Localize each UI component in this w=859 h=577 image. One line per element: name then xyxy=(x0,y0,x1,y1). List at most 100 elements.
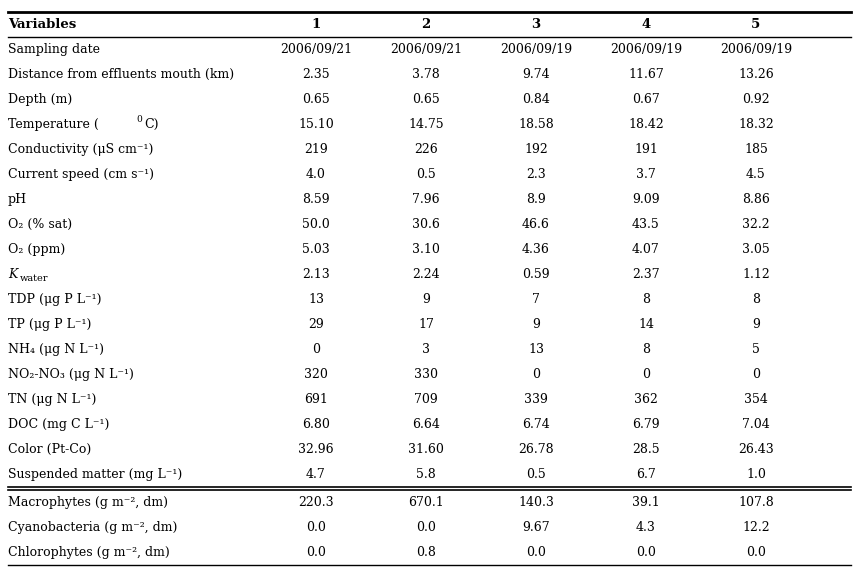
Text: 4.3: 4.3 xyxy=(636,521,656,534)
Text: 12.2: 12.2 xyxy=(742,521,770,534)
Text: 2006/09/21: 2006/09/21 xyxy=(280,43,352,56)
Text: 28.5: 28.5 xyxy=(632,443,660,456)
Text: 9: 9 xyxy=(422,293,430,306)
Text: 2.37: 2.37 xyxy=(632,268,660,281)
Text: 43.5: 43.5 xyxy=(632,218,660,231)
Text: 0.92: 0.92 xyxy=(742,93,770,106)
Text: 2006/09/19: 2006/09/19 xyxy=(720,43,792,56)
Text: NH₄ (μg N L⁻¹): NH₄ (μg N L⁻¹) xyxy=(8,343,104,356)
Text: 4.36: 4.36 xyxy=(522,243,550,256)
Text: 5: 5 xyxy=(752,18,760,31)
Text: 140.3: 140.3 xyxy=(518,496,554,509)
Text: DOC (mg C L⁻¹): DOC (mg C L⁻¹) xyxy=(8,418,109,431)
Text: 0: 0 xyxy=(532,368,540,381)
Text: 0.65: 0.65 xyxy=(412,93,440,106)
Text: 3.7: 3.7 xyxy=(637,168,656,181)
Text: 709: 709 xyxy=(414,393,438,406)
Text: O₂ (ppm): O₂ (ppm) xyxy=(8,243,65,256)
Text: 9.74: 9.74 xyxy=(522,68,550,81)
Text: 13: 13 xyxy=(308,293,324,306)
Text: 320: 320 xyxy=(304,368,328,381)
Text: 9: 9 xyxy=(752,318,760,331)
Text: 1.0: 1.0 xyxy=(746,468,766,481)
Text: 3: 3 xyxy=(532,18,540,31)
Text: C): C) xyxy=(144,118,159,131)
Text: 7: 7 xyxy=(532,293,540,306)
Text: 50.0: 50.0 xyxy=(302,218,330,231)
Text: 17: 17 xyxy=(418,318,434,331)
Text: 11.67: 11.67 xyxy=(628,68,664,81)
Text: NO₂-NO₃ (μg N L⁻¹): NO₂-NO₃ (μg N L⁻¹) xyxy=(8,368,134,381)
Text: 220.3: 220.3 xyxy=(298,496,334,509)
Text: Chlorophytes (g m⁻², dm): Chlorophytes (g m⁻², dm) xyxy=(8,546,170,559)
Text: 226: 226 xyxy=(414,143,438,156)
Text: 39.1: 39.1 xyxy=(632,496,660,509)
Text: 5.8: 5.8 xyxy=(416,468,436,481)
Text: 9.09: 9.09 xyxy=(632,193,660,206)
Text: 2.13: 2.13 xyxy=(302,268,330,281)
Text: 0.0: 0.0 xyxy=(416,521,436,534)
Text: 14.75: 14.75 xyxy=(408,118,444,131)
Text: 9: 9 xyxy=(532,318,540,331)
Text: 0.59: 0.59 xyxy=(522,268,550,281)
Text: 330: 330 xyxy=(414,368,438,381)
Text: 15.10: 15.10 xyxy=(298,118,334,131)
Text: 13.26: 13.26 xyxy=(738,68,774,81)
Text: 7.04: 7.04 xyxy=(742,418,770,431)
Text: 18.32: 18.32 xyxy=(738,118,774,131)
Text: 0.84: 0.84 xyxy=(522,93,550,106)
Text: 9.67: 9.67 xyxy=(522,521,550,534)
Text: 0.0: 0.0 xyxy=(306,521,326,534)
Text: 14: 14 xyxy=(638,318,654,331)
Text: TP (μg P L⁻¹): TP (μg P L⁻¹) xyxy=(8,318,91,331)
Text: 3.05: 3.05 xyxy=(742,243,770,256)
Text: 0.8: 0.8 xyxy=(416,546,436,559)
Text: 7.96: 7.96 xyxy=(412,193,440,206)
Text: 691: 691 xyxy=(304,393,328,406)
Text: Temperature (: Temperature ( xyxy=(8,118,99,131)
Text: 192: 192 xyxy=(524,143,548,156)
Text: 4.07: 4.07 xyxy=(632,243,660,256)
Text: Conductivity (μS cm⁻¹): Conductivity (μS cm⁻¹) xyxy=(8,143,154,156)
Text: 185: 185 xyxy=(744,143,768,156)
Text: 0: 0 xyxy=(752,368,760,381)
Text: Color (Pt-Co): Color (Pt-Co) xyxy=(8,443,91,456)
Text: 4.0: 4.0 xyxy=(306,168,326,181)
Text: 0.67: 0.67 xyxy=(632,93,660,106)
Text: 26.78: 26.78 xyxy=(518,443,554,456)
Text: Cyanobacteria (g m⁻², dm): Cyanobacteria (g m⁻², dm) xyxy=(8,521,177,534)
Text: 0.0: 0.0 xyxy=(636,546,656,559)
Text: O₂ (% sat): O₂ (% sat) xyxy=(8,218,72,231)
Text: 8: 8 xyxy=(752,293,760,306)
Text: 0.5: 0.5 xyxy=(526,468,545,481)
Text: 2006/09/21: 2006/09/21 xyxy=(390,43,462,56)
Text: 4.7: 4.7 xyxy=(306,468,326,481)
Text: 107.8: 107.8 xyxy=(738,496,774,509)
Text: 18.42: 18.42 xyxy=(628,118,664,131)
Text: pH: pH xyxy=(8,193,27,206)
Text: 0.5: 0.5 xyxy=(416,168,436,181)
Text: 5.03: 5.03 xyxy=(302,243,330,256)
Text: 0: 0 xyxy=(312,343,320,356)
Text: 2006/09/19: 2006/09/19 xyxy=(610,43,682,56)
Text: 354: 354 xyxy=(744,393,768,406)
Text: 2006/09/19: 2006/09/19 xyxy=(500,43,572,56)
Text: Suspended matter (mg L⁻¹): Suspended matter (mg L⁻¹) xyxy=(8,468,182,481)
Text: 6.64: 6.64 xyxy=(412,418,440,431)
Text: Distance from effluents mouth (km): Distance from effluents mouth (km) xyxy=(8,68,235,81)
Text: Sampling date: Sampling date xyxy=(8,43,100,56)
Text: 219: 219 xyxy=(304,143,328,156)
Text: 1.12: 1.12 xyxy=(742,268,770,281)
Text: TDP (μg P L⁻¹): TDP (μg P L⁻¹) xyxy=(8,293,101,306)
Text: 0.0: 0.0 xyxy=(306,546,326,559)
Text: 32.2: 32.2 xyxy=(742,218,770,231)
Text: 8.9: 8.9 xyxy=(526,193,545,206)
Text: 26.43: 26.43 xyxy=(738,443,774,456)
Text: 18.58: 18.58 xyxy=(518,118,554,131)
Text: 670.1: 670.1 xyxy=(408,496,444,509)
Text: 191: 191 xyxy=(634,143,658,156)
Text: 8.86: 8.86 xyxy=(742,193,770,206)
Text: 0.0: 0.0 xyxy=(746,546,766,559)
Text: 0.65: 0.65 xyxy=(302,93,330,106)
Text: 8: 8 xyxy=(642,343,650,356)
